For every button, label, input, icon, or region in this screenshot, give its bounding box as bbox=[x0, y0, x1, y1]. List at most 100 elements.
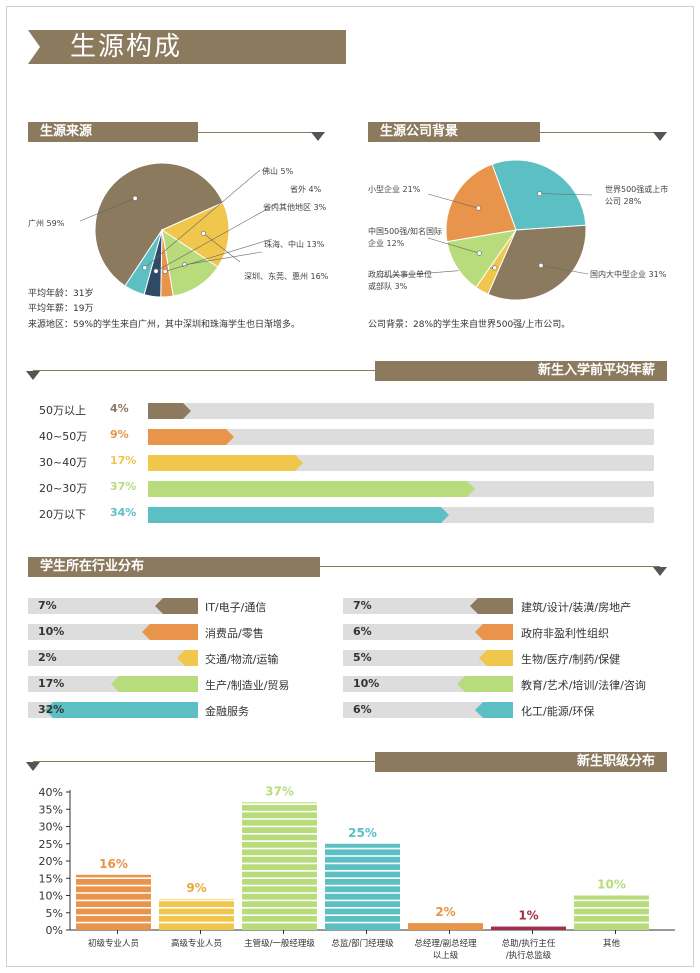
salary-row-label: 40~50万 bbox=[39, 430, 88, 443]
x-category-label: 以上级 bbox=[433, 950, 459, 961]
label-gov-l1: 政府机关事业单位 bbox=[368, 270, 432, 279]
pie-leader-line bbox=[540, 265, 589, 275]
pie-leader-line bbox=[427, 193, 479, 209]
x-category-label: 主管级/一般经理级 bbox=[244, 938, 315, 949]
label-world500-l1: 世界500强或上市 bbox=[605, 185, 669, 194]
pie-dot bbox=[153, 268, 159, 274]
pie-dot bbox=[142, 265, 148, 271]
bar-value-label: 10% bbox=[597, 878, 626, 892]
x-category-label: 总监/部门经理级 bbox=[331, 938, 394, 949]
industry-row-name: 生物/医疗/制药/保健 bbox=[521, 653, 621, 666]
industry-row-track bbox=[343, 650, 513, 666]
pie-leader-line bbox=[184, 251, 263, 266]
pie-dot bbox=[200, 230, 206, 236]
label-china500-l2: 企业 12% bbox=[368, 239, 405, 248]
pie-leader-line bbox=[144, 169, 261, 269]
salary-row-percent: 37% bbox=[110, 480, 137, 493]
company-note: 公司背景：28%的学生来自世界500强/上市公司。 bbox=[368, 320, 571, 330]
pie-dot bbox=[162, 268, 168, 274]
stat-region: 来源地区：59%的学生来自广州，其中深圳和珠海学生也日渐增多。 bbox=[28, 320, 301, 330]
industry-row-track bbox=[343, 624, 513, 640]
industry-row-percent: 5% bbox=[353, 651, 372, 664]
pie-leader-line bbox=[79, 198, 136, 222]
industry-arrow-icon bbox=[653, 567, 667, 576]
industry-row-fill bbox=[475, 702, 513, 718]
salary-heading: 新生入学前平均年薪 bbox=[375, 361, 667, 381]
label-domestic-large: 国内大中型企业 31% bbox=[590, 270, 667, 279]
industry-row-fill bbox=[479, 650, 513, 666]
level-arrow-icon bbox=[26, 762, 40, 771]
industry-heading-rule bbox=[320, 566, 660, 567]
bar-value-label: 1% bbox=[518, 909, 538, 923]
x-category-label: /执行总监级 bbox=[506, 950, 552, 961]
x-category-label: 总经理/副总经理 bbox=[414, 938, 477, 949]
x-category-label: 其他 bbox=[603, 938, 621, 949]
company-heading-rule bbox=[540, 132, 660, 133]
label-china500-l1: 中国500强/知名国际 bbox=[368, 227, 442, 236]
salary-row-percent: 34% bbox=[110, 506, 137, 519]
label-other-province: 省内其他地区 3% bbox=[263, 203, 327, 212]
label-gov-l2: 或部队 3% bbox=[368, 282, 408, 291]
industry-row-percent: 6% bbox=[353, 625, 372, 638]
pie-dot bbox=[475, 205, 481, 211]
bar-value-label: 2% bbox=[435, 905, 455, 919]
industry-row-percent: 7% bbox=[38, 599, 57, 612]
label-foshan: 佛山 5% bbox=[262, 167, 294, 176]
salary-row-label: 30~40万 bbox=[39, 456, 88, 469]
pie-dot bbox=[132, 195, 138, 201]
industry-row-fill bbox=[155, 598, 198, 614]
industry-row-track bbox=[343, 598, 513, 614]
pie-dot bbox=[538, 262, 544, 268]
y-tick-label: 10% bbox=[39, 890, 63, 903]
y-tick-label: 15% bbox=[39, 872, 63, 885]
label-world500-l2: 公司 28% bbox=[605, 197, 642, 206]
salary-row-percent: 4% bbox=[110, 402, 129, 415]
salary-row-fill bbox=[148, 455, 303, 471]
salary-row-fill bbox=[148, 507, 449, 523]
salary-row-label: 20万以下 bbox=[39, 508, 86, 521]
industry-row-name: 教育/艺术/培训/法律/咨询 bbox=[521, 679, 646, 692]
stat-age: 平均年龄：31岁 bbox=[28, 289, 94, 299]
level-bar bbox=[242, 802, 317, 930]
industry-row-name: 交通/物流/运输 bbox=[205, 653, 279, 666]
industry-row-track bbox=[28, 650, 198, 666]
x-category-label: 总助/执行主任 bbox=[502, 938, 556, 949]
salary-row-fill bbox=[148, 481, 475, 497]
y-tick-label: 40% bbox=[39, 786, 63, 799]
page-title: 生源构成 bbox=[28, 30, 346, 64]
pie-slice bbox=[487, 224, 587, 301]
salary-row-label: 50万以上 bbox=[39, 404, 86, 417]
salary-row-fill bbox=[148, 429, 234, 445]
pie-leader-line bbox=[539, 193, 593, 196]
salary-row-track bbox=[148, 403, 654, 419]
industry-row-percent: 7% bbox=[353, 599, 372, 612]
source-heading: 生源来源 bbox=[28, 122, 198, 142]
pie-leader-line bbox=[155, 202, 279, 272]
salary-row-percent: 17% bbox=[110, 454, 137, 467]
industry-row-name: IT/电子/通信 bbox=[205, 601, 267, 614]
industry-row-fill bbox=[45, 702, 198, 718]
salary-row-fill bbox=[148, 403, 191, 419]
industry-row-percent: 17% bbox=[38, 677, 65, 690]
level-heading: 新生职级分布 bbox=[375, 752, 667, 772]
y-tick-label: 5% bbox=[46, 907, 63, 920]
pie-slice bbox=[161, 228, 219, 297]
industry-row-name: 建筑/设计/装潢/房地产 bbox=[521, 601, 632, 614]
industry-row-fill bbox=[177, 650, 198, 666]
industry-row-name: 化工/能源/环保 bbox=[521, 705, 595, 718]
bar-value-label: 9% bbox=[186, 881, 206, 895]
level-bar bbox=[408, 923, 483, 930]
bar-value-label: 25% bbox=[348, 826, 377, 840]
label-small-enterprise: 小型企业 21% bbox=[368, 185, 421, 194]
industry-row-percent: 32% bbox=[38, 703, 65, 716]
pie-leader-line bbox=[203, 233, 241, 263]
stat-salary: 平均年薪：19万 bbox=[28, 304, 94, 314]
bar-value-label: 16% bbox=[99, 857, 128, 871]
label-zhuhai: 珠海、中山 13% bbox=[264, 240, 325, 249]
pie-slice bbox=[94, 162, 224, 287]
pie-leader-line bbox=[165, 238, 273, 272]
pie-leader-line bbox=[427, 237, 480, 254]
company-arrow-icon bbox=[653, 132, 667, 141]
y-tick-label: 35% bbox=[39, 803, 63, 816]
pie-slice bbox=[124, 229, 163, 296]
